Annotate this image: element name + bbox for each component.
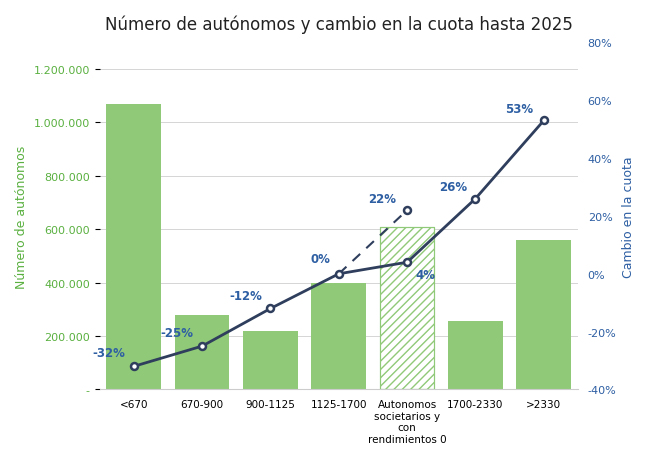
Y-axis label: Número de autónomos: Número de autónomos	[15, 145, 28, 288]
Text: -25%: -25%	[161, 326, 194, 339]
Bar	[243, 331, 298, 390]
Text: 0%: 0%	[311, 253, 330, 266]
Bar	[517, 241, 571, 390]
Bar	[448, 322, 503, 390]
Text: 26%: 26%	[439, 181, 467, 194]
Bar	[311, 283, 366, 390]
Text: -32%: -32%	[92, 347, 125, 359]
Bar	[380, 227, 434, 390]
Text: 53%: 53%	[504, 103, 533, 116]
Text: 4%: 4%	[415, 268, 436, 281]
Y-axis label: Cambio en la cuota: Cambio en la cuota	[622, 156, 635, 277]
Bar	[107, 105, 161, 390]
Bar	[380, 227, 434, 390]
Text: -12%: -12%	[229, 289, 262, 302]
Text: 22%: 22%	[368, 192, 396, 205]
Bar	[175, 315, 229, 390]
Title: Número de autónomos y cambio en la cuota hasta 2025: Número de autónomos y cambio en la cuota…	[105, 15, 573, 34]
